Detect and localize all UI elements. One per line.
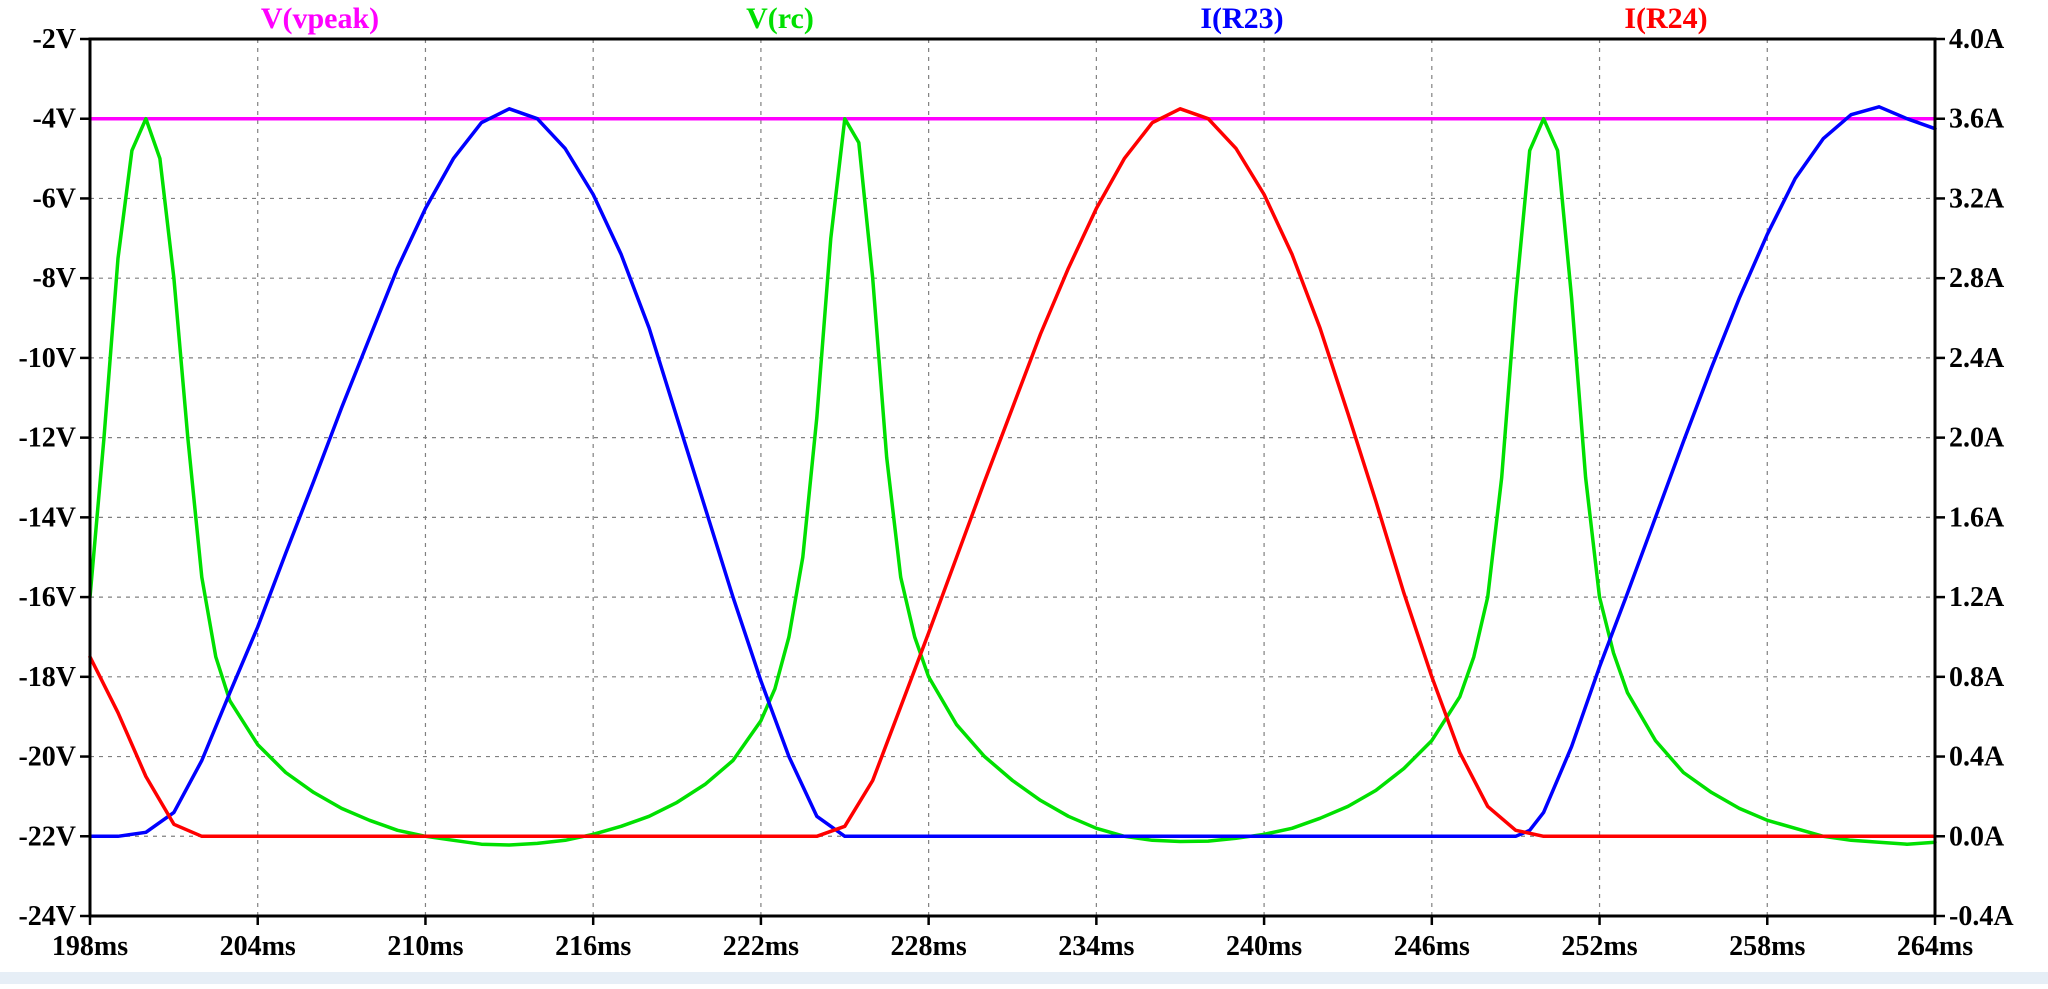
x-tick-label: 264ms: [1897, 931, 1973, 962]
y-right-tick-label: 1.6A: [1949, 502, 2005, 533]
x-tick-label: 210ms: [387, 931, 463, 962]
y-left-tick-label: -20V: [18, 742, 76, 773]
series-line-v-rc: [88, 116, 1937, 847]
y-right-tick-label: 2.8A: [1949, 263, 2005, 294]
legend-entry-v-vpeak: V(vpeak): [261, 2, 379, 35]
x-tick-label: 252ms: [1561, 931, 1637, 962]
y-left-tick-label: -12V: [18, 423, 76, 454]
y-right-tick-label: 4.0A: [1949, 24, 2005, 55]
legend: V(vpeak) V(rc) I(R23) I(R24): [261, 2, 1708, 35]
x-tick-label: 204ms: [220, 931, 296, 962]
y-right-tick-label: 3.6A: [1949, 104, 2005, 135]
y-left-tick-label: -16V: [18, 582, 76, 613]
x-tick-label: 222ms: [723, 931, 799, 962]
y-left-tick-label: -22V: [18, 821, 76, 852]
legend-entry-v-rc: V(rc): [746, 2, 814, 35]
grid: [90, 39, 1935, 916]
y-left-tick-label: -2V: [32, 24, 76, 55]
y-left-tick-label: -14V: [18, 502, 76, 533]
x-tick-label: 234ms: [1058, 931, 1134, 962]
plot-frame: [88, 37, 1937, 918]
y-left-tick-label: -18V: [18, 662, 76, 693]
y-left-tick-label: -24V: [18, 901, 76, 932]
series-layer: [88, 105, 1937, 847]
y-left-tick-label: -10V: [18, 343, 76, 374]
x-tick-label: 228ms: [891, 931, 967, 962]
x-tick-label: 258ms: [1729, 931, 1805, 962]
y-right-tick-label: 0.0A: [1949, 821, 2005, 852]
series-line-i-r23: [88, 105, 1937, 839]
x-tick-label: 198ms: [52, 931, 128, 962]
legend-entry-i-r24: I(R24): [1624, 2, 1707, 35]
x-tick-label: 240ms: [1226, 931, 1302, 962]
x-tick-label: 246ms: [1394, 931, 1470, 962]
y-left-tick-label: -6V: [32, 183, 76, 214]
legend-entry-i-r23: I(R23): [1200, 2, 1283, 35]
y-right-tick-label: 1.2A: [1949, 582, 2005, 613]
y-right-tick-label: 0.8A: [1949, 662, 2005, 693]
y-left-tick-label: -8V: [32, 263, 76, 294]
tick-labels: 198ms 204ms 210ms 216ms 222ms 228ms 234ms 240ms…: [18, 24, 2014, 962]
tick-marks: [80, 37, 1945, 925]
y-right-tick-label: 2.4A: [1949, 343, 2005, 374]
series-line-i-r24: [88, 107, 1937, 839]
y-right-tick-label: 0.4A: [1949, 742, 2005, 773]
window-bottom-edge: [0, 972, 2048, 984]
y-right-tick-label: 3.2A: [1949, 183, 2005, 214]
y-right-tick-label: 2.0A: [1949, 423, 2005, 454]
x-tick-label: 216ms: [555, 931, 631, 962]
y-left-tick-label: -4V: [32, 104, 76, 135]
y-right-tick-label: -0.4A: [1949, 901, 2014, 932]
